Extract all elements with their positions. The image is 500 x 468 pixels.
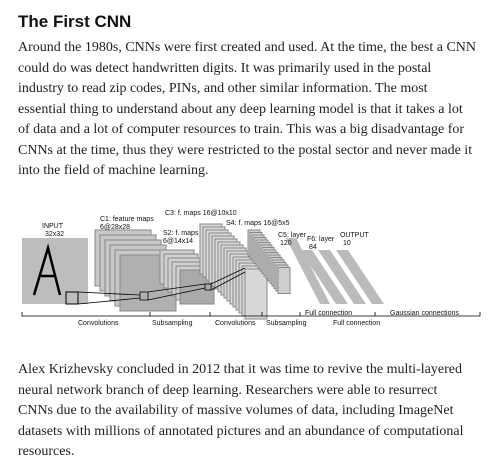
diagram-shapes — [21, 223, 481, 320]
heading: The First CNN — [18, 12, 132, 31]
figure-label: Convolutions — [78, 320, 119, 327]
paragraph: Around the 1980s, CNNs were first create… — [18, 38, 476, 182]
text-line: essential thing to understand about any … — [18, 101, 463, 117]
figure-label: Full connection — [305, 310, 352, 317]
figure-label: Subsampling — [152, 320, 193, 327]
text-line: of data and a lot of computer resources … — [18, 122, 465, 137]
figure-label: 32x32 — [45, 231, 64, 238]
figure-label: C3: f. maps 16@10x10 — [165, 210, 237, 217]
text-line: CNNs due to the availability of massive … — [18, 403, 454, 418]
text-line: resources. — [18, 444, 75, 459]
text-line: could do was detect handwritten digits. … — [18, 60, 432, 76]
figure-label: 6@14x14 — [163, 238, 193, 245]
figure-label: S4: f. maps 16@5x5 — [226, 220, 290, 227]
text-line: datasets with millions of annotated pict… — [18, 423, 464, 439]
figure-label: Subsampling — [266, 320, 307, 327]
figure-label: Full connection — [333, 320, 380, 327]
text-line: neural network branch of deep learning. … — [18, 382, 438, 398]
figure-label: 120 — [280, 240, 292, 247]
text-line: Alex Krizhevsky concluded in 2012 that i… — [18, 362, 462, 377]
figure-label: INPUT — [42, 223, 64, 230]
text-line: CNNs at the time, thus they were restric… — [18, 142, 473, 158]
figure-label: 6@28x28 — [100, 224, 130, 231]
lenet-figure: INPUT 32x32 C1: feature maps 6@28x28 C3:… — [21, 210, 481, 327]
figure-label: C1: feature maps — [100, 216, 154, 223]
figure-label: Convolutions — [215, 320, 256, 327]
feature-map — [277, 267, 291, 294]
text-line: industry to read zip codes, PINs, and ot… — [18, 81, 428, 96]
figure-label: F6: layer — [307, 236, 335, 243]
text-line: Around the 1980s, CNNs were first create… — [18, 40, 477, 55]
figure-label: 10 — [343, 240, 351, 247]
figure-label: S2: f. maps — [163, 230, 199, 237]
figure-label: C5: layer — [278, 232, 307, 239]
paragraph: Alex Krizhevsky concluded in 2012 that i… — [18, 360, 464, 463]
figure-label: OUTPUT — [340, 232, 370, 239]
feature-map — [244, 268, 268, 320]
figure-label: 84 — [309, 244, 317, 251]
text-line: into the field of machine learning. — [18, 163, 209, 178]
figure-label: Gaussian connections — [390, 310, 459, 317]
